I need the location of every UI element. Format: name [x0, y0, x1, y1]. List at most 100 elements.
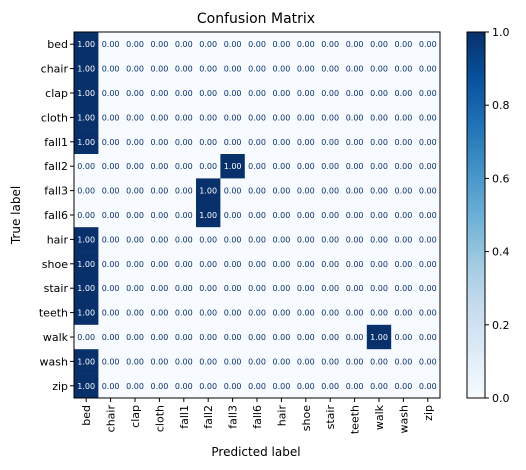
cell-value-label: 0.00 [248, 65, 266, 74]
heatmap-cell [196, 349, 221, 374]
cell-value-label: 0.00 [297, 211, 315, 220]
cell-value-label: 0.00 [248, 333, 266, 342]
y-tick-label: chair [41, 63, 69, 76]
cell-value-label: 0.00 [248, 162, 266, 171]
heatmap-cell [269, 105, 294, 130]
heatmap-cell [391, 373, 416, 399]
cell-value-label: 0.00 [175, 284, 193, 293]
cell-value-label: 0.00 [346, 65, 364, 74]
heatmap-cell [391, 251, 416, 277]
cell-value-label: 1.00 [77, 89, 95, 98]
heatmap-cell [122, 105, 148, 130]
cell-value-label: 0.00 [102, 357, 120, 366]
cell-value-label: 0.00 [272, 284, 290, 293]
heatmap-cell [147, 154, 172, 179]
cell-value-label: 0.00 [370, 65, 388, 74]
heatmap-cell [196, 129, 221, 155]
heatmap-cell [269, 227, 294, 252]
heatmap-cell [318, 202, 343, 228]
cell-value-label: 0.00 [419, 113, 437, 122]
heatmap-cell [196, 154, 221, 179]
heatmap-cell [391, 227, 416, 252]
cell-value-label: 0.00 [297, 138, 315, 147]
heatmap-cell [415, 324, 441, 350]
cell-value-label: 0.00 [199, 333, 217, 342]
cell-value-label: 0.00 [346, 138, 364, 147]
cell-value-label: 0.00 [126, 138, 144, 147]
cell-value-label: 1.00 [77, 235, 95, 244]
heatmap-cell [74, 129, 99, 155]
heatmap-cell [293, 251, 319, 277]
cell-value-label: 0.00 [199, 284, 217, 293]
x-tick-label: fall1 [178, 405, 191, 429]
x-tick-label: fall2 [202, 405, 215, 429]
x-tick-label: fall3 [227, 405, 240, 429]
x-tick-label: wash [397, 405, 410, 433]
cell-value-label: 1.00 [77, 113, 95, 122]
heatmap-cell [391, 324, 416, 350]
heatmap-cell [293, 349, 319, 374]
heatmap-cell [342, 300, 368, 326]
cell-value-label: 0.00 [77, 187, 95, 196]
cell-value-label: 0.00 [321, 333, 339, 342]
cell-value-label: 0.00 [150, 187, 168, 196]
heatmap-cell [342, 202, 368, 228]
heatmap-cell [342, 154, 368, 179]
x-tick-label: fall6 [251, 405, 264, 429]
heatmap-cell [391, 105, 416, 130]
heatmap-cell [391, 56, 416, 82]
heatmap-cell [196, 32, 221, 57]
cell-value-label: 0.00 [419, 138, 437, 147]
heatmap-cell [220, 154, 246, 179]
heatmap-cell [98, 300, 124, 326]
cell-value-label: 0.00 [346, 113, 364, 122]
heatmap-cell [220, 32, 246, 57]
heatmap-cell [342, 324, 368, 350]
heatmap-cell [74, 276, 99, 301]
heatmap-cell [366, 373, 392, 399]
y-tick-label: stair [44, 282, 69, 295]
cell-value-label: 0.00 [419, 40, 437, 49]
heatmap-cell [122, 202, 148, 228]
cell-value-label: 0.00 [394, 235, 412, 244]
heatmap-cell [171, 56, 197, 82]
y-tick-label: shoe [42, 258, 68, 271]
heatmap-cell [293, 202, 319, 228]
heatmap-cell [244, 129, 270, 155]
cell-value-label: 0.00 [419, 162, 437, 171]
heatmap-cell [342, 227, 368, 252]
x-tick-label: stair [324, 405, 337, 430]
heatmap-cell [293, 178, 319, 204]
x-axis-ticks: bed chair clap cloth fall1 fall2 fall3 fall6 hai… [80, 398, 435, 434]
heatmap-cell [122, 129, 148, 155]
heatmap-cell [415, 300, 441, 326]
heatmap-cell [366, 349, 392, 374]
heatmap-cell [171, 324, 197, 350]
heatmap-cell [98, 349, 124, 374]
cell-value-label: 0.00 [248, 382, 266, 391]
x-tick-label: walk [373, 404, 386, 430]
cell-value-label: 0.00 [297, 235, 315, 244]
heatmap-cell [122, 32, 148, 57]
heatmap-cell [366, 227, 392, 252]
cell-value-label: 0.00 [102, 40, 120, 49]
cell-value-label: 0.00 [419, 187, 437, 196]
heatmap-cell [74, 349, 99, 374]
cell-value-label: 0.00 [297, 382, 315, 391]
cell-value-label: 0.00 [272, 357, 290, 366]
x-tick-label: clap [129, 405, 142, 428]
cell-value-label: 0.00 [126, 211, 144, 220]
heatmap-cell [244, 300, 270, 326]
colorbar-ticks: 0.0 0.2 0.4 0.6 0.8 1.0 [485, 26, 510, 405]
cell-value-label: 0.00 [199, 40, 217, 49]
heatmap-cell [342, 178, 368, 204]
cell-value-label: 0.00 [346, 187, 364, 196]
cell-value-label: 0.00 [150, 382, 168, 391]
cell-value-label: 0.00 [394, 260, 412, 269]
cell-value-label: 0.00 [419, 357, 437, 366]
cell-value-label: 0.00 [297, 65, 315, 74]
heatmap-cell [74, 324, 99, 350]
cell-value-label: 0.00 [248, 309, 266, 318]
heatmap-cell [293, 276, 319, 301]
y-tick-label: wash [40, 355, 68, 368]
